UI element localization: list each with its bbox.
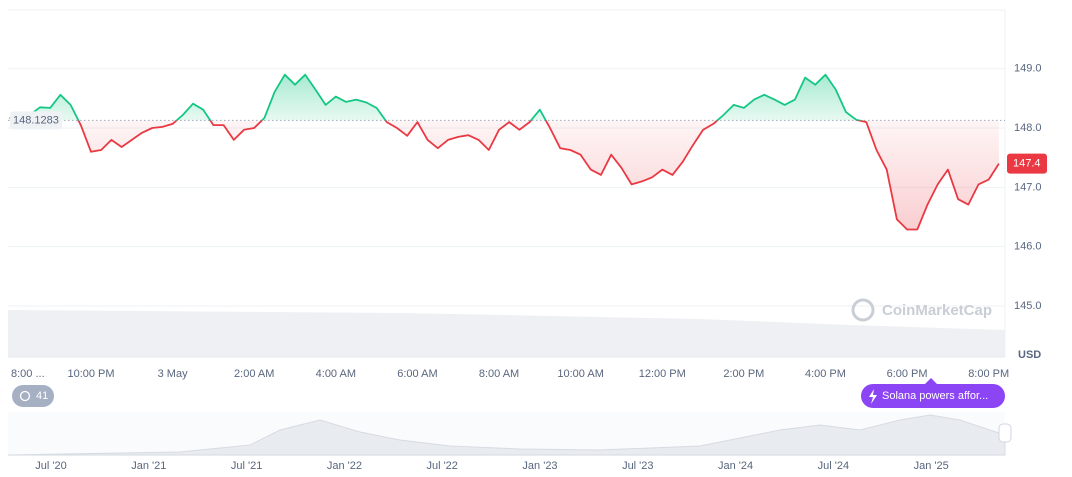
y-tick-label: 148.0 <box>1014 122 1042 134</box>
navigator-label: Jan '25 <box>914 460 949 472</box>
x-tick-label: 8:00 PM <box>968 368 1009 380</box>
event-icon <box>869 389 877 404</box>
area <box>9 74 999 230</box>
event-bg[interactable] <box>861 384 1005 408</box>
volume-area <box>8 310 1005 357</box>
y-unit: USD <box>1018 349 1041 361</box>
navigator-label: Jan '23 <box>522 460 557 472</box>
navigator-label: Jan '21 <box>131 460 166 472</box>
navigator-label: Jul '24 <box>818 460 849 472</box>
x-tick-label: 6:00 PM <box>887 368 928 380</box>
navigator-label: Jul '21 <box>231 460 262 472</box>
x-tick-label: 3 May <box>158 368 188 380</box>
badge-icon <box>19 390 31 402</box>
current-price-bg <box>1007 153 1047 174</box>
watermark-logo <box>851 298 875 322</box>
event-label[interactable]: Solana powers affor... <box>882 390 988 402</box>
watermark: CoinMarketCap <box>882 302 992 319</box>
x-tick-label: 10:00 AM <box>557 368 603 380</box>
baseline-label-bg <box>10 111 62 130</box>
x-tick-label: 4:00 PM <box>805 368 846 380</box>
price-line <box>9 73 1000 231</box>
badge[interactable]: 41 <box>36 390 48 402</box>
x-tick-label: 6:00 AM <box>397 368 437 380</box>
navigator-label: Jul '20 <box>35 460 66 472</box>
navigator-label: Jan '22 <box>327 460 362 472</box>
navigator-label: Jul '22 <box>426 460 457 472</box>
x-tick-label: 10:00 PM <box>67 368 114 380</box>
navigator-area <box>7 414 1006 456</box>
navigator-handle[interactable] <box>998 423 1012 443</box>
badge-bg[interactable] <box>12 385 54 407</box>
x-tick-label: 12:00 PM <box>639 368 686 380</box>
baseline-label: 148.1283 <box>13 114 59 126</box>
event-pointer <box>925 378 937 384</box>
navigator-label: Jul '23 <box>622 460 653 472</box>
y-tick-label: 146.0 <box>1014 241 1042 253</box>
x-tick-label: 8:00 AM <box>479 368 519 380</box>
y-tick-label: 147.0 <box>1014 181 1042 193</box>
x-tick-label: 2:00 AM <box>234 368 274 380</box>
x-tick-label: 8:00 ... <box>11 368 45 380</box>
x-tick-label: 2:00 PM <box>723 368 764 380</box>
y-tick-label: 145.0 <box>1014 300 1042 312</box>
navigator-label: Jan '24 <box>718 460 753 472</box>
current-price: 147.4 <box>1013 158 1041 170</box>
y-tick-label: 149.0 <box>1014 63 1042 75</box>
x-tick-label: 4:00 AM <box>316 368 356 380</box>
